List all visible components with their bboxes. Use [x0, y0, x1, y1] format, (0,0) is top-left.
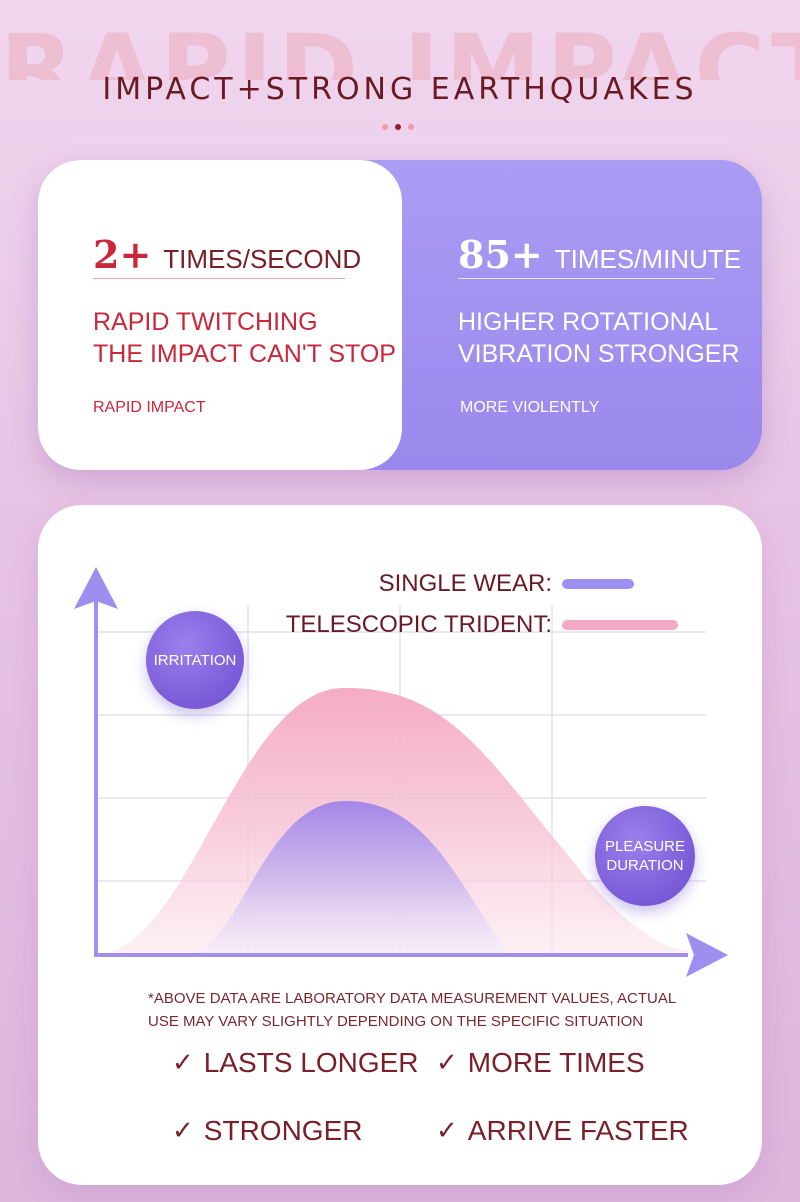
stat-right-desc-line-2: VIBRATION STRONGER — [458, 340, 740, 368]
stat-left-heading: 2+ TIMES/SECOND — [93, 232, 361, 277]
feature-stronger: ✓ STRONGER — [172, 1115, 362, 1147]
check-icon: ✓ — [436, 1116, 458, 1146]
check-icon: ✓ — [172, 1048, 194, 1078]
stat-right-rule — [458, 278, 714, 279]
feature-stronger-label: STRONGER — [203, 1115, 363, 1146]
legend-telescopic-trident-swatch — [562, 620, 678, 630]
stat-right-sub: MORE VIOLENTLY — [460, 399, 600, 416]
stat-right-description: HIGHER ROTATIONAL VIBRATION STRONGER — [458, 306, 740, 370]
stat-right-number: 85+ — [458, 232, 543, 277]
legend-telescopic-trident-label: TELESCOPIC TRIDENT: — [285, 611, 552, 638]
pleasure-duration-line-1: PLEASURE — [604, 838, 686, 855]
feature-arrive-faster-label: ARRIVE FASTER — [467, 1115, 689, 1146]
single-wear-curve — [188, 800, 508, 953]
header-watermark: RAPID IMPACT — [0, 22, 800, 80]
feature-more-times: ✓ MORE TIMES — [436, 1047, 645, 1079]
check-icon: ✓ — [436, 1048, 458, 1078]
stat-left-description: RAPID TWITCHING THE IMPACT CAN'T STOP — [93, 306, 396, 370]
feature-more-times-label: MORE TIMES — [467, 1047, 645, 1078]
title-dots — [382, 124, 414, 130]
feature-lasts-longer-label: LASTS LONGER — [203, 1047, 419, 1078]
pleasure-duration-badge: PLEASURE DURATION — [595, 806, 695, 906]
legend-single-wear-swatch — [562, 579, 634, 589]
legend-single-wear: SINGLE WEAR: — [379, 570, 634, 598]
page-title: IMPACT+STRONG EARTHQUAKES — [102, 72, 698, 107]
stats-left-panel — [38, 160, 402, 470]
stat-left-unit: TIMES/SECOND — [163, 244, 362, 274]
stat-left-rule — [93, 278, 345, 279]
stat-left-desc-line-2: THE IMPACT CAN'T STOP — [93, 340, 396, 368]
stat-right-unit: TIMES/MINUTE — [554, 244, 742, 274]
x-axis-arrow-icon — [686, 933, 728, 977]
feature-lasts-longer: ✓ LASTS LONGER — [172, 1047, 419, 1079]
stat-right-heading: 85+ TIMES/MINUTE — [458, 232, 741, 277]
disclaimer-note: *ABOVE DATA ARE LABORATORY DATA MEASUREM… — [148, 990, 676, 1030]
stat-left-sub: RAPID IMPACT — [93, 399, 206, 416]
stats-card: 2+ TIMES/SECOND RAPID TWITCHING THE IMPA… — [38, 160, 762, 470]
comparison-chart — [74, 567, 728, 977]
chart-card: SINGLE WEAR: TELESCOPIC TRIDENT: IRRITAT… — [38, 505, 762, 1185]
irritation-badge: IRRITATION — [146, 611, 244, 709]
stat-left-desc-line-1: RAPID TWITCHING — [93, 308, 318, 336]
check-icon: ✓ — [172, 1116, 194, 1146]
legend-telescopic-trident: TELESCOPIC TRIDENT: — [286, 611, 678, 639]
stat-right-desc-line-1: HIGHER ROTATIONAL — [458, 308, 719, 336]
legend-single-wear-label: SINGLE WEAR: — [378, 570, 552, 597]
y-axis-arrow-icon — [74, 567, 118, 609]
pleasure-duration-line-2: DURATION — [606, 857, 684, 874]
stat-left-number: 2+ — [93, 232, 152, 277]
feature-arrive-faster: ✓ ARRIVE FASTER — [436, 1115, 689, 1147]
